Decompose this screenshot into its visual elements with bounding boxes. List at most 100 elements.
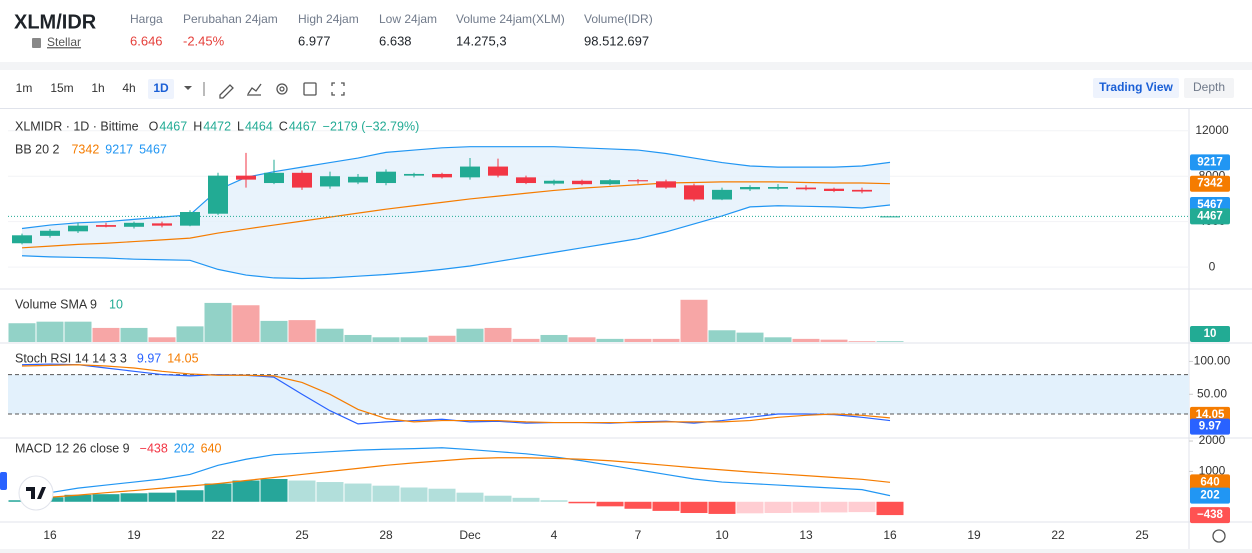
histogram-bar: [372, 485, 400, 502]
volume-bar: [624, 338, 652, 342]
histogram-bar: [428, 488, 456, 502]
stat-value: -2.45%: [183, 33, 225, 48]
divider: [0, 62, 1252, 70]
save-icon[interactable]: [303, 82, 317, 96]
bb-fill: [22, 146, 890, 279]
chart: 040008000120001619222528Dec4710131619222…: [0, 109, 1252, 549]
ohlc-label: H: [193, 119, 202, 133]
volume-bar: [736, 332, 764, 342]
volume-bar: [764, 337, 792, 342]
scroll-tab[interactable]: [0, 472, 7, 490]
candle-body: [740, 187, 760, 190]
price-badge-label: 640: [1200, 476, 1219, 488]
interval-active[interactable]: [148, 79, 174, 99]
candle-body: [516, 177, 536, 184]
price-badge: [1190, 208, 1230, 225]
settings-icon[interactable]: [276, 83, 288, 95]
bb-line: [21, 204, 891, 280]
view-button-bg[interactable]: [1184, 78, 1234, 98]
coin-link[interactable]: Stellar: [47, 35, 81, 49]
view-button[interactable]: Depth: [1193, 80, 1225, 94]
volume-bar: [148, 337, 176, 342]
candle-body: [572, 180, 592, 185]
ohlc-value: 4472: [203, 119, 231, 133]
view-button-active[interactable]: [1093, 78, 1179, 98]
histogram-bar: [736, 501, 764, 514]
band-fill: [8, 374, 1189, 414]
histogram-bar: [568, 501, 596, 504]
interval-button[interactable]: 1h: [91, 81, 104, 95]
candle-body: [96, 225, 116, 227]
bb-line: [21, 181, 891, 249]
macd-line: [21, 447, 891, 498]
candle-body: [684, 185, 704, 200]
fullscreen-icon[interactable]: [331, 82, 345, 96]
ohlc-value: 4467: [289, 119, 317, 133]
price-badge: [1190, 474, 1230, 491]
indicator-value: 5467: [139, 142, 167, 156]
candle-body: [348, 176, 368, 183]
interval-button[interactable]: 1m: [16, 81, 33, 95]
tv-logo: [18, 475, 54, 511]
candle-body: [628, 180, 648, 182]
interval-button[interactable]: 1D: [153, 81, 169, 95]
price-badge: [1190, 154, 1230, 171]
x-tick-label: 7: [635, 528, 642, 542]
volume-bar: [456, 328, 484, 342]
draw-icon[interactable]: [219, 84, 234, 99]
histogram-bar: [652, 501, 680, 511]
candle-body: [432, 173, 452, 178]
ohlc-label: C: [279, 119, 288, 133]
histogram-bar: [540, 500, 568, 502]
candle-body: [600, 180, 620, 185]
panel-title: MACD 12 26 close 9: [15, 441, 130, 455]
indicator-icon[interactable]: [247, 83, 262, 96]
interval-button[interactable]: 4h: [122, 81, 135, 95]
histogram-bar: [344, 483, 372, 502]
candle-body: [544, 180, 564, 184]
y-tick-label: 2000: [1199, 433, 1226, 447]
histogram-bar: [120, 493, 148, 502]
candle-body: [152, 223, 172, 226]
stat-value: 6.977: [298, 33, 331, 48]
x-tick-label: 28: [379, 528, 393, 542]
volume-bar: [36, 321, 64, 342]
y-tick-label: 50.00: [1197, 386, 1227, 400]
stat-label: Volume(IDR): [584, 12, 653, 26]
volume-bar: [512, 338, 540, 342]
macd-line: [21, 457, 891, 500]
volume-bar: [848, 341, 876, 342]
chart-title: XLMIDR · 1D · Bittime: [15, 119, 139, 133]
interval-button[interactable]: 15m: [50, 81, 73, 95]
stat-value: 6.646: [130, 33, 163, 48]
divider: [0, 549, 1252, 553]
histogram-bar: [288, 480, 316, 502]
candle-body: [68, 225, 88, 232]
settings-icon-core: [279, 86, 285, 92]
histogram-bar: [316, 482, 344, 502]
volume-bar: [820, 339, 848, 342]
volume-bar: [344, 334, 372, 342]
y-tick-label: 12000: [1195, 123, 1229, 137]
stat-label: Harga: [130, 12, 163, 26]
legend-value: 640: [201, 441, 222, 455]
histogram-bar: [624, 501, 652, 509]
histogram-bar: [232, 480, 260, 502]
volume-bar: [484, 327, 512, 342]
view-button[interactable]: Trading View: [1099, 80, 1173, 94]
price-badge-label: 9217: [1197, 156, 1223, 168]
volume-bar: [316, 328, 344, 342]
price-badge-label: 5467: [1197, 199, 1223, 211]
volume-bar: [260, 320, 288, 342]
stat-value: 14.275,3: [456, 33, 507, 48]
candle-body: [852, 189, 872, 192]
settings-button[interactable]: [1212, 529, 1226, 543]
candle-body: [460, 166, 480, 178]
dropdown-caret[interactable]: [184, 86, 192, 90]
price-badge: [1190, 175, 1230, 192]
volume-bar: [372, 337, 400, 342]
x-tick-label: 19: [967, 528, 981, 542]
histogram-bar: [400, 487, 428, 502]
